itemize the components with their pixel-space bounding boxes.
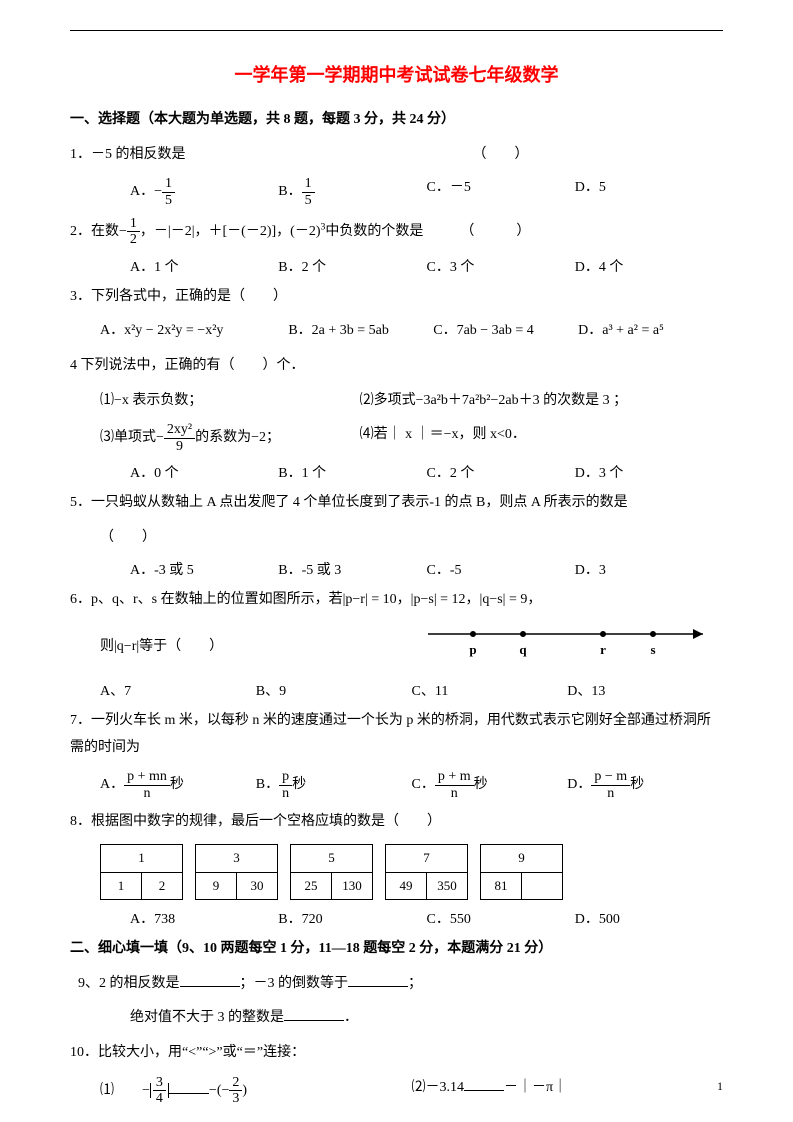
q9-blank3 bbox=[284, 1006, 344, 1021]
q6-optC: C、11 bbox=[412, 680, 568, 700]
q4-optB: B．1 个 bbox=[278, 462, 426, 482]
svg-text:s: s bbox=[650, 642, 655, 657]
q4-optD: D．3 个 bbox=[575, 462, 723, 482]
q9: 9、2 的相反数是；－3 的倒数等于； bbox=[70, 971, 723, 998]
q8-stem: 8．根据图中数字的规律，最后一个空格应填的数是（ ） bbox=[70, 809, 723, 836]
q5-optD: D．3 bbox=[575, 559, 723, 579]
section2-heading: 二、细心填一填（9、10 两题每空 1 分，11—18 题每空 2 分，本题满分… bbox=[70, 936, 723, 963]
title-text: 一学年第一学期期中考试试卷七年级数学 bbox=[235, 65, 559, 85]
q8-optA: A．738 bbox=[130, 908, 278, 928]
q4-row1: ⑴−x 表示负数； ⑵多项式−3a²b＋7a²b²−2ab＋3 的次数是 3 ； bbox=[70, 388, 723, 415]
q8-optB: B．720 bbox=[278, 908, 426, 928]
pattern-box: 981 bbox=[480, 844, 563, 900]
q4-i2: ⑵多项式−3a²b＋7a²b²−2ab＋3 的次数是 3 ； bbox=[360, 388, 723, 415]
q3-optB: B．2a + 3b = 5ab bbox=[288, 318, 433, 345]
q3-options: A．x²y − 2x²y = −x²y B．2a + 3b = 5ab C．7a… bbox=[70, 318, 723, 345]
pattern-box: 749350 bbox=[385, 844, 468, 900]
q1-optB: B．15 bbox=[278, 176, 426, 208]
q8-boxes: 1123930525130749350981 bbox=[70, 844, 723, 900]
q10-p2: ⑵－3.14－｜－π｜ bbox=[412, 1075, 724, 1107]
q6-optD: D、13 bbox=[567, 680, 723, 700]
pattern-box: 3930 bbox=[195, 844, 278, 900]
q10-blank1 bbox=[169, 1079, 209, 1094]
q5-stem: 5．一只蚂蚁从数轴上 A 点出发爬了 4 个单位长度到了表示-1 的点 B，则点… bbox=[70, 490, 723, 517]
q7-options: A．p + mnn秒 B．pn秒 C．p + mn秒 D．p − mn秒 bbox=[70, 769, 723, 801]
q4-row2: ⑶单项式−2xy²9的系数为−2； ⑷若｜ x ｜＝−x，则 x<0． bbox=[70, 422, 723, 454]
q3-stem: 3．下列各式中，正确的是（ ） bbox=[70, 284, 723, 311]
page-number: 1 bbox=[717, 1079, 723, 1094]
q4-stem: 4 下列说法中，正确的有（ ）个． bbox=[70, 353, 723, 380]
q8-options: A．738 B．720 C．550 D．500 bbox=[70, 908, 723, 928]
q10-blank2 bbox=[464, 1076, 504, 1091]
q4-optC: C．2 个 bbox=[427, 462, 575, 482]
q4-i1: ⑴−x 表示负数； bbox=[100, 388, 360, 415]
q4-i4: ⑷若｜ x ｜＝−x，则 x<0． bbox=[360, 422, 723, 454]
q7-stem: 7．一列火车长 m 米，以每秒 n 米的速度通过一个长为 p 米的桥洞，用代数式… bbox=[70, 708, 723, 761]
q6-stem: 6．p、q、r、s 在数轴上的位置如图所示，若|p−r| = 10，|p−s| … bbox=[70, 587, 723, 614]
q6-options: A、7 B、9 C、11 D、13 bbox=[70, 680, 723, 700]
q10-p1: ⑴ −34−(−23) bbox=[100, 1075, 412, 1107]
q9-blank1 bbox=[180, 972, 240, 987]
q6-line2: 则|q−r|等于（ ） p q r s bbox=[70, 622, 723, 673]
q7-optD: D．p − mn秒 bbox=[567, 769, 723, 801]
q1-optD: D．5 bbox=[575, 176, 723, 208]
q4-i3: ⑶单项式−2xy²9的系数为−2； bbox=[100, 422, 360, 454]
q1-paren: （ ） bbox=[473, 147, 529, 162]
section1-heading: 一、选择题（本大题为单选题，共 8 题，每题 3 分，共 24 分） bbox=[70, 107, 723, 134]
q2-optB: B．2 个 bbox=[278, 256, 426, 276]
top-rule bbox=[70, 30, 723, 31]
q8-optC: C．550 bbox=[427, 908, 575, 928]
q3-optC: C．7ab − 3ab = 4 bbox=[433, 318, 578, 345]
q10-stem: 10．比较大小，用“<”“>”或“＝”连接： bbox=[70, 1040, 723, 1067]
q5-paren: （ ） bbox=[70, 525, 723, 552]
number-line-figure: p q r s bbox=[423, 622, 723, 673]
q5-optC: C．-5 bbox=[427, 559, 575, 579]
q2-paren: （ ） bbox=[460, 224, 530, 239]
q1-optA: A．−15 bbox=[130, 176, 278, 208]
q8-optD: D．500 bbox=[575, 908, 723, 928]
exam-title: 一学年第一学期期中考试试卷七年级数学 bbox=[70, 61, 723, 87]
q1-optC: C．－5 bbox=[427, 176, 575, 208]
q4-optA: A．0 个 bbox=[130, 462, 278, 482]
pattern-box: 112 bbox=[100, 844, 183, 900]
q5-optA: A．-3 或 5 bbox=[130, 559, 278, 579]
pattern-box: 525130 bbox=[290, 844, 373, 900]
q6-optA: A、7 bbox=[100, 680, 256, 700]
q4-options: A．0 个 B．1 个 C．2 个 D．3 个 bbox=[70, 462, 723, 482]
q2-stem: 2．在数−12，－|－2|，＋[－(－2)]，(－2)3中负数的个数是 （ ） bbox=[70, 216, 723, 248]
q3-optD: D．a³ + a² = a⁵ bbox=[578, 318, 723, 345]
q2-options: A．1 个 B．2 个 C．3 个 D．4 个 bbox=[70, 256, 723, 276]
q7-optC: C．p + mn秒 bbox=[412, 769, 568, 801]
q9-blank2 bbox=[348, 972, 408, 987]
q7-optB: B．pn秒 bbox=[256, 769, 412, 801]
q1-stem: 1．－5 的相反数是 （ ） bbox=[70, 142, 723, 169]
q2-optA: A．1 个 bbox=[130, 256, 278, 276]
q2-optD: D．4 个 bbox=[575, 256, 723, 276]
q9b: 绝对值不大于 3 的整数是． bbox=[70, 1005, 723, 1032]
q2-optC: C．3 个 bbox=[427, 256, 575, 276]
q5-optB: B．-5 或 3 bbox=[278, 559, 426, 579]
q3-optA: A．x²y − 2x²y = −x²y bbox=[100, 318, 288, 345]
q1-options: A．−15 B．15 C．－5 D．5 bbox=[70, 176, 723, 208]
q10-parts: ⑴ −34−(−23) ⑵－3.14－｜－π｜ bbox=[70, 1075, 723, 1107]
q6-optB: B、9 bbox=[256, 680, 412, 700]
q1-text: 1．－5 的相反数是 bbox=[70, 147, 186, 162]
svg-text:r: r bbox=[600, 642, 606, 657]
svg-text:q: q bbox=[519, 642, 527, 657]
q7-optA: A．p + mnn秒 bbox=[100, 769, 256, 801]
q5-options: A．-3 或 5 B．-5 或 3 C．-5 D．3 bbox=[70, 559, 723, 579]
svg-text:p: p bbox=[469, 642, 476, 657]
